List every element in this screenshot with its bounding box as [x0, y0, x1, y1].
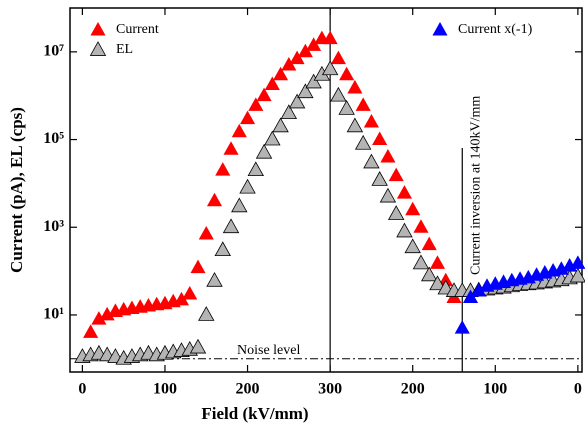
marker [231, 123, 247, 138]
marker [405, 201, 421, 216]
marker [256, 87, 272, 102]
x-tick-label: 200 [236, 381, 260, 398]
marker [421, 236, 437, 251]
marker [288, 93, 306, 109]
marker [379, 187, 397, 203]
marker [355, 97, 371, 111]
marker [273, 66, 289, 81]
marker [363, 153, 380, 169]
marker [396, 222, 413, 238]
marker [214, 241, 231, 257]
marker [222, 218, 240, 234]
marker [354, 134, 372, 150]
marker [413, 219, 429, 233]
marker [380, 148, 396, 163]
marker [371, 171, 388, 186]
marker [206, 271, 223, 287]
marker [438, 272, 454, 287]
marker [91, 311, 107, 325]
marker [206, 192, 223, 207]
y-tick-label: 10³ [43, 218, 64, 235]
marker [421, 266, 438, 282]
legend-label: Current [116, 22, 159, 37]
marker [190, 259, 206, 274]
marker [264, 76, 280, 90]
y-tick-label: 10⁷ [43, 43, 64, 60]
noise-label: Noise level [237, 343, 300, 358]
legend-marker [90, 21, 106, 36]
marker [321, 60, 339, 76]
marker [239, 178, 256, 194]
marker [372, 131, 388, 146]
y-axis-label: Current (pA), EL (cps) [7, 107, 26, 273]
marker [255, 143, 273, 159]
marker [347, 79, 363, 94]
marker [189, 338, 207, 354]
marker [338, 100, 355, 115]
marker [330, 50, 346, 65]
x-axis-label: Field (kV/mm) [201, 404, 308, 423]
marker [339, 66, 355, 81]
marker [198, 225, 214, 240]
marker [396, 185, 412, 199]
marker [297, 43, 313, 58]
marker [363, 114, 379, 128]
marker [569, 267, 585, 283]
y-tick-label: 10¹ [43, 306, 64, 323]
marker [570, 255, 585, 269]
marker [388, 167, 404, 182]
x-tick-label: 100 [483, 381, 507, 398]
legend-marker [432, 21, 448, 36]
marker [223, 141, 239, 155]
marker [346, 117, 364, 133]
marker [387, 205, 405, 220]
marker [231, 197, 248, 213]
marker [289, 50, 305, 65]
x-tick-label: 100 [153, 381, 177, 398]
marker [198, 306, 215, 321]
marker [297, 83, 314, 99]
inversion-label: Current inversion at 140kV/mm [468, 96, 483, 275]
legend-label: EL [116, 42, 133, 57]
x-tick-label: 0 [78, 381, 86, 398]
y-tick-label: 10⁵ [43, 130, 64, 147]
marker [305, 73, 322, 89]
marker [404, 238, 421, 254]
marker [83, 324, 99, 338]
legend-label: Current x(-1) [458, 22, 533, 37]
marker [462, 289, 479, 303]
marker [454, 320, 470, 334]
marker [330, 86, 347, 102]
marker [471, 283, 487, 297]
legend-marker [89, 41, 107, 56]
x-tick-label: 200 [401, 381, 425, 398]
marker [173, 291, 190, 306]
marker [99, 306, 115, 321]
marker [322, 30, 338, 45]
marker [412, 254, 430, 270]
marker [280, 104, 298, 120]
marker [248, 97, 264, 111]
x-tick-label: 300 [318, 381, 342, 398]
marker [264, 130, 281, 146]
marker [281, 56, 297, 71]
marker [247, 161, 265, 177]
marker [306, 37, 322, 51]
marker [429, 275, 446, 291]
marker [272, 117, 289, 133]
plot-frame [69, 7, 583, 373]
marker [240, 110, 256, 125]
marker [215, 162, 231, 176]
x-tick-label: 0 [574, 381, 582, 398]
marker [429, 255, 446, 269]
marker [182, 285, 198, 300]
